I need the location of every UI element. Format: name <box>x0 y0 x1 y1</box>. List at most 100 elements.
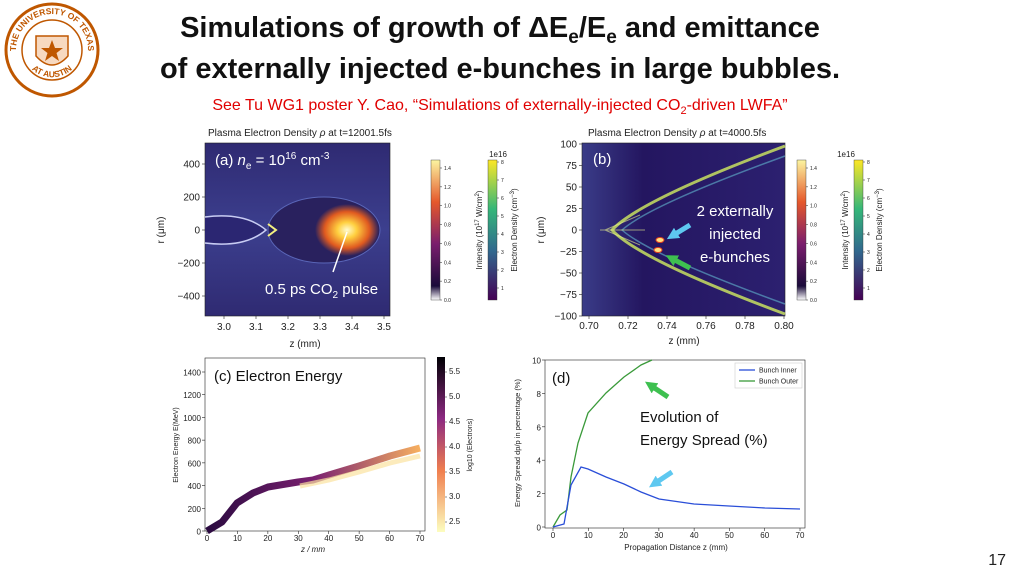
x-label: z (mm) <box>668 336 699 347</box>
colorbar-tick-label: 3.0 <box>449 492 461 501</box>
page-number: 17 <box>988 552 1006 569</box>
colorbar-tick-label: 0.4 <box>444 260 451 266</box>
y-label: Electron Energy E(MeV) <box>173 407 180 482</box>
y-label: r (μm) <box>536 217 547 244</box>
annotation: injected <box>709 226 761 243</box>
colorbar-tick-label: 0.2 <box>444 279 451 285</box>
colorbar-tick-label: 4 <box>501 232 504 238</box>
panel-title: Plasma Electron Density ρ at t=12001.5fs <box>208 128 392 139</box>
x-label: z / mm <box>300 545 325 554</box>
colorbar-tick-label: 0.0 <box>444 298 451 304</box>
colorbar-label: Electron Density (cm−3) <box>875 188 884 272</box>
colorbar-tick-label: 5 <box>867 214 870 220</box>
y-tick-label: 1000 <box>183 414 201 423</box>
colorbar-tick-label: 6 <box>501 196 504 202</box>
x-tick-label: 3.5 <box>377 322 391 333</box>
colorbar <box>487 159 498 301</box>
colorbar-tick-label: 6 <box>867 196 870 202</box>
panel-c: (c) Electron Energy z / mm Electron Ener… <box>173 357 474 554</box>
y-tick-label: 25 <box>566 204 578 215</box>
colorbar-tick-label: 0.2 <box>810 279 817 285</box>
y-tick-label: 400 <box>183 160 200 171</box>
colorbar-tick-label: 0.8 <box>810 223 817 229</box>
x-tick-label: 40 <box>324 534 333 543</box>
x-tick-label: 50 <box>355 534 364 543</box>
x-tick-label: 0.78 <box>735 321 755 332</box>
panel-label: (a) ne = 1016 cm-3 <box>215 151 330 172</box>
x-tick-label: 3.0 <box>217 322 231 333</box>
colorbar-tick-label: 4 <box>867 232 870 238</box>
colorbar-tick-label: 0.8 <box>444 223 451 229</box>
annotation: e-bunches <box>700 249 770 266</box>
colorbar-tick-label: 0.4 <box>810 260 817 266</box>
colorbar-tick-label: 2 <box>501 268 504 274</box>
x-tick-label: 0 <box>551 531 556 540</box>
colorbar-tick-label: 5.0 <box>449 392 461 401</box>
colorbar-tick-label: 3 <box>501 250 504 256</box>
panel-a: Plasma Electron Density ρ at t=12001.5fs… <box>156 128 519 350</box>
colorbar-tick-label: 1 <box>501 286 504 292</box>
colorbar-tick-label: 4.0 <box>449 442 461 451</box>
panel-label: (c) Electron Energy <box>214 368 343 385</box>
y-tick-label: 0 <box>571 226 577 237</box>
colorbar-tick-label: 5 <box>501 214 504 220</box>
x-tick-label: 20 <box>263 534 272 543</box>
y-tick-label: 400 <box>188 482 202 491</box>
colorbar-tick-label: 1.4 <box>810 166 817 172</box>
curve-outer <box>552 359 653 528</box>
colorbar-label: Intensity (1017 W/cm2) <box>841 190 850 269</box>
colorbar-label: Electron Density (cm−3) <box>510 188 519 272</box>
x-tick-label: 10 <box>584 531 593 540</box>
x-tick-label: 70 <box>416 534 425 543</box>
y-tick-label: −25 <box>560 247 577 258</box>
colorbar-tick-label: 1.2 <box>810 185 817 191</box>
y-tick-label: 50 <box>566 183 578 194</box>
x-tick-label: 0.80 <box>774 321 794 332</box>
y-tick-label: 200 <box>183 193 200 204</box>
legend-label: Bunch Inner <box>759 368 797 375</box>
svg-text:AT AUSTIN: AT AUSTIN <box>30 63 73 79</box>
x-tick-label: 60 <box>760 531 769 540</box>
x-tick-label: 0.76 <box>696 321 716 332</box>
y-tick-label: 1400 <box>183 369 201 378</box>
panel-b: Plasma Electron Density ρ at t=4000.5fs … <box>536 128 884 347</box>
colorbar-multiplier: 1e16 <box>489 150 507 159</box>
colorbar-tick-label: 3 <box>867 250 870 256</box>
legend <box>734 362 803 389</box>
y-tick-label: 0 <box>197 528 202 537</box>
colorbar-tick-label: 1.2 <box>444 185 451 191</box>
panel-title: Plasma Electron Density ρ at t=4000.5fs <box>588 128 766 139</box>
colorbar-label: Intensity (1017 W/cm2) <box>475 190 484 269</box>
x-tick-label: 60 <box>385 534 394 543</box>
logo-bottom: AT AUSTIN <box>30 63 73 79</box>
subtitle: See Tu WG1 poster Y. Cao, “Simulations o… <box>212 97 787 117</box>
colorbar-tick-label: 8 <box>867 160 870 166</box>
colorbar-tick-label: 1.4 <box>444 166 451 172</box>
panel-label: (b) <box>593 151 611 168</box>
x-label: Propagation Distance z (mm) <box>624 543 728 552</box>
x-tick-label: 70 <box>796 531 805 540</box>
y-tick-label: 0 <box>537 524 542 533</box>
colorbar-tick-label: 2.5 <box>449 517 461 526</box>
y-tick-label: 800 <box>188 437 202 446</box>
y-tick-label: −100 <box>554 312 577 323</box>
x-tick-label: 20 <box>619 531 628 540</box>
y-tick-label: −200 <box>177 259 200 270</box>
y-tick-label: −400 <box>177 292 200 303</box>
x-tick-label: 30 <box>654 531 663 540</box>
y-tick-label: 200 <box>188 505 202 514</box>
legend-label: Bunch Outer <box>759 379 799 386</box>
y-label: r (μm) <box>156 217 167 244</box>
colorbar-tick-label: 2 <box>867 268 870 274</box>
colorbar-tick-label: 1.0 <box>444 204 451 210</box>
x-tick-label: 10 <box>233 534 242 543</box>
x-tick-label: 3.2 <box>281 322 295 333</box>
x-tick-label: 0 <box>205 534 210 543</box>
x-tick-label: 40 <box>690 531 699 540</box>
colorbar-tick-label: 5.5 <box>449 367 461 376</box>
x-tick-label: 3.4 <box>345 322 359 333</box>
y-tick-label: 1200 <box>183 391 201 400</box>
colorbar-tick-label: 0.0 <box>810 298 817 304</box>
colorbar-tick-label: 7 <box>867 178 870 184</box>
title-line1: Simulations of growth of ΔEe/Ee and emit… <box>180 12 820 48</box>
